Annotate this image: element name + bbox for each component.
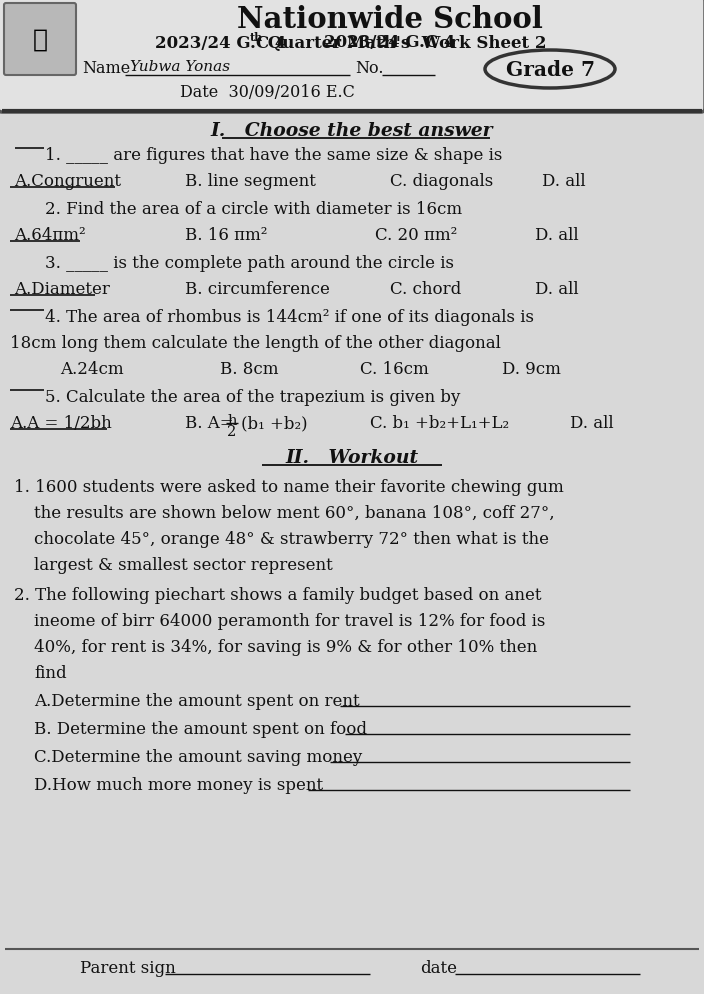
Text: find: find bbox=[34, 664, 67, 681]
Text: B. 16 πm²: B. 16 πm² bbox=[185, 227, 268, 244]
Text: Grade 7: Grade 7 bbox=[505, 60, 594, 80]
Text: B. Determine the amount spent on food: B. Determine the amount spent on food bbox=[34, 721, 367, 738]
Text: 2023/24 G.C 4: 2023/24 G.C 4 bbox=[325, 34, 455, 51]
Text: D. all: D. all bbox=[542, 173, 586, 190]
Text: C. 16cm: C. 16cm bbox=[360, 361, 429, 378]
Text: D. all: D. all bbox=[535, 280, 579, 297]
Ellipse shape bbox=[485, 51, 615, 88]
Text: 5. Calculate the area of the trapezium is given by: 5. Calculate the area of the trapezium i… bbox=[45, 389, 460, 406]
Text: A.A = 1/2bh: A.A = 1/2bh bbox=[10, 414, 112, 431]
Text: chocolate 45°, orange 48° & strawberry 72° then what is the: chocolate 45°, orange 48° & strawberry 7… bbox=[34, 531, 549, 548]
Text: Name: Name bbox=[82, 60, 130, 77]
Text: 2. Find the area of a circle with diameter is 16cm: 2. Find the area of a circle with diamet… bbox=[45, 201, 462, 218]
Text: A.Diameter: A.Diameter bbox=[14, 280, 110, 297]
Text: 3. _____ is the complete path around the circle is: 3. _____ is the complete path around the… bbox=[45, 254, 454, 271]
Text: D. all: D. all bbox=[570, 414, 614, 431]
Text: C. diagonals: C. diagonals bbox=[390, 173, 494, 190]
Text: Parent sign: Parent sign bbox=[80, 959, 176, 976]
Text: D. all: D. all bbox=[535, 227, 579, 244]
Text: 4. The area of rhombus is 144cm² if one of its diagonals is: 4. The area of rhombus is 144cm² if one … bbox=[45, 309, 534, 326]
Text: A.Determine the amount spent on rent: A.Determine the amount spent on rent bbox=[34, 692, 360, 710]
FancyBboxPatch shape bbox=[4, 4, 76, 76]
Text: 1. _____ are figures that have the same size & shape is: 1. _____ are figures that have the same … bbox=[45, 147, 503, 164]
Text: B. line segment: B. line segment bbox=[185, 173, 316, 190]
Text: B. 8cm: B. 8cm bbox=[220, 361, 279, 378]
Text: 1. 1600 students were asked to name their favorite chewing gum: 1. 1600 students were asked to name thei… bbox=[14, 478, 564, 495]
Text: largest & smallest sector represent: largest & smallest sector represent bbox=[34, 557, 333, 574]
Text: 🐾: 🐾 bbox=[32, 28, 47, 52]
Text: C. b₁ +b₂+L₁+L₂: C. b₁ +b₂+L₁+L₂ bbox=[370, 414, 509, 431]
Text: th: th bbox=[250, 32, 263, 43]
Text: date: date bbox=[420, 959, 457, 976]
Text: A.64πm²: A.64πm² bbox=[14, 227, 86, 244]
Text: B. circumference: B. circumference bbox=[185, 280, 330, 297]
Text: h: h bbox=[228, 414, 237, 427]
Text: No.: No. bbox=[355, 60, 384, 77]
Text: Nationwide School: Nationwide School bbox=[237, 5, 543, 34]
Text: A.Congruent: A.Congruent bbox=[14, 173, 121, 190]
Text: II.   Workout: II. Workout bbox=[285, 448, 419, 466]
Text: Date  30/09/2016 E.C: Date 30/09/2016 E.C bbox=[180, 83, 355, 101]
Text: D.How much more money is spent: D.How much more money is spent bbox=[34, 776, 323, 793]
Text: Yubwa Yonas: Yubwa Yonas bbox=[130, 60, 230, 74]
Text: B. A=: B. A= bbox=[185, 414, 234, 431]
Text: I.   Choose the best answer: I. Choose the best answer bbox=[210, 122, 494, 140]
Text: C.Determine the amount saving money: C.Determine the amount saving money bbox=[34, 748, 363, 765]
Text: Quarter Math's  Work Sheet 2: Quarter Math's Work Sheet 2 bbox=[262, 35, 546, 52]
FancyBboxPatch shape bbox=[0, 0, 704, 113]
Text: 2. The following piechart shows a family budget based on anet: 2. The following piechart shows a family… bbox=[14, 586, 541, 603]
Text: 18cm long them calculate the length of the other diagonal: 18cm long them calculate the length of t… bbox=[10, 335, 501, 352]
Text: 2023/24 G.C 4: 2023/24 G.C 4 bbox=[155, 35, 287, 52]
Text: D. 9cm: D. 9cm bbox=[502, 361, 561, 378]
Text: the results are shown below ment 60°, banana 108°, coff 27°,: the results are shown below ment 60°, ba… bbox=[34, 505, 555, 522]
Text: 2: 2 bbox=[227, 424, 237, 438]
Text: C. chord: C. chord bbox=[390, 280, 461, 297]
Text: A.24cm: A.24cm bbox=[60, 361, 124, 378]
Text: 40%, for rent is 34%, for saving is 9% & for other 10% then: 40%, for rent is 34%, for saving is 9% &… bbox=[34, 638, 537, 655]
Text: C. 20 πm²: C. 20 πm² bbox=[375, 227, 458, 244]
Text: (b₁ +b₂): (b₁ +b₂) bbox=[241, 414, 308, 431]
Text: ineome of birr 64000 peramonth for travel is 12% for food is: ineome of birr 64000 peramonth for trave… bbox=[34, 612, 546, 629]
